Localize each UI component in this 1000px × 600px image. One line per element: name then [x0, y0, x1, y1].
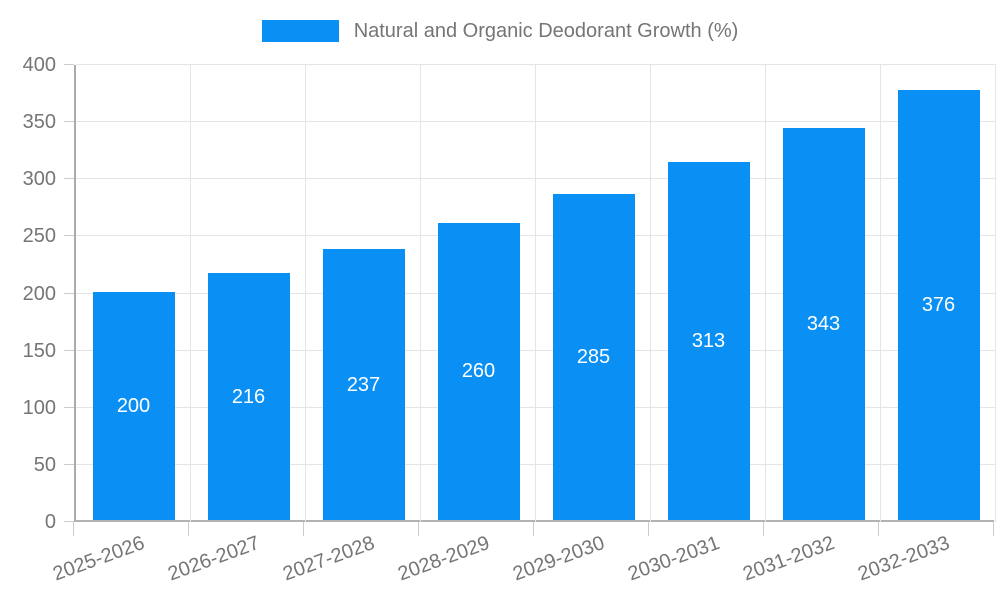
- x-axis-tick: [73, 522, 74, 536]
- x-gridline: [765, 65, 766, 522]
- bar-value-label: 313: [691, 330, 726, 353]
- y-gridline: [76, 463, 996, 465]
- bar-value-label: 376: [921, 294, 956, 317]
- y-tick-label: 400: [22, 54, 56, 76]
- legend[interactable]: Natural and Organic Deodorant Growth (%): [0, 14, 1000, 48]
- x-axis-tick: [763, 522, 764, 536]
- y-gridline: [76, 235, 996, 237]
- y-tick-label: 250: [22, 225, 56, 248]
- y-gridline: [76, 64, 996, 65]
- bar-value-label: 200: [116, 394, 151, 417]
- y-gridline: [76, 178, 996, 180]
- y-tick-label: 100: [22, 396, 56, 419]
- bar-value-label: 216: [231, 385, 266, 408]
- x-gridline: [535, 65, 536, 522]
- legend-swatch[interactable]: [261, 20, 339, 42]
- y-axis-tick: [64, 406, 74, 408]
- y-gridline: [76, 406, 996, 408]
- y-tick-label: 150: [22, 339, 56, 362]
- y-tick-label: 200: [22, 282, 56, 305]
- x-axis-tick: [993, 522, 994, 536]
- bar[interactable]: 200: [92, 291, 175, 520]
- y-gridline: [76, 292, 996, 294]
- y-axis-tick: [64, 64, 74, 65]
- bar-value-label: 260: [461, 360, 496, 383]
- y-axis-tick: [64, 521, 74, 522]
- y-tick-label: 350: [22, 111, 56, 134]
- legend-label: Natural and Organic Deodorant Growth (%): [353, 19, 739, 42]
- x-gridline: [650, 65, 651, 522]
- x-axis-tick: [648, 522, 649, 536]
- y-axis-tick: [64, 349, 74, 351]
- y-tick-label: 50: [33, 453, 56, 476]
- bar[interactable]: 260: [437, 222, 520, 520]
- y-axis-tick: [64, 235, 74, 237]
- x-axis-tick: [418, 522, 419, 536]
- bar-value-label: 237: [346, 373, 381, 396]
- bar[interactable]: 376: [897, 90, 980, 520]
- x-gridline: [305, 65, 306, 522]
- y-axis-tick: [64, 292, 74, 294]
- bar-value-label: 343: [806, 313, 841, 336]
- bar[interactable]: 285: [552, 194, 635, 520]
- x-gridline: [880, 65, 881, 522]
- x-axis-tick: [303, 522, 304, 536]
- y-axis-tick: [64, 121, 74, 123]
- x-axis-tick: [878, 522, 879, 536]
- x-axis-tick: [188, 522, 189, 536]
- y-axis-tick: [64, 463, 74, 465]
- y-gridline: [76, 349, 996, 351]
- x-axis-tick: [533, 522, 534, 536]
- plot-area: 200 216 237 260 285 313 343 376: [74, 64, 996, 522]
- plot-right-border: [995, 65, 996, 522]
- bar[interactable]: 343: [782, 128, 865, 520]
- bar[interactable]: 216: [207, 273, 290, 520]
- bar[interactable]: 313: [667, 162, 750, 520]
- y-tick-label: 300: [22, 168, 56, 191]
- y-axis-tick: [64, 178, 74, 180]
- y-tick-label: 0: [44, 511, 56, 533]
- bar[interactable]: 237: [322, 249, 405, 520]
- bar-value-label: 285: [576, 346, 611, 369]
- y-gridline: [76, 121, 996, 123]
- x-gridline: [420, 65, 421, 522]
- x-gridline: [190, 65, 191, 522]
